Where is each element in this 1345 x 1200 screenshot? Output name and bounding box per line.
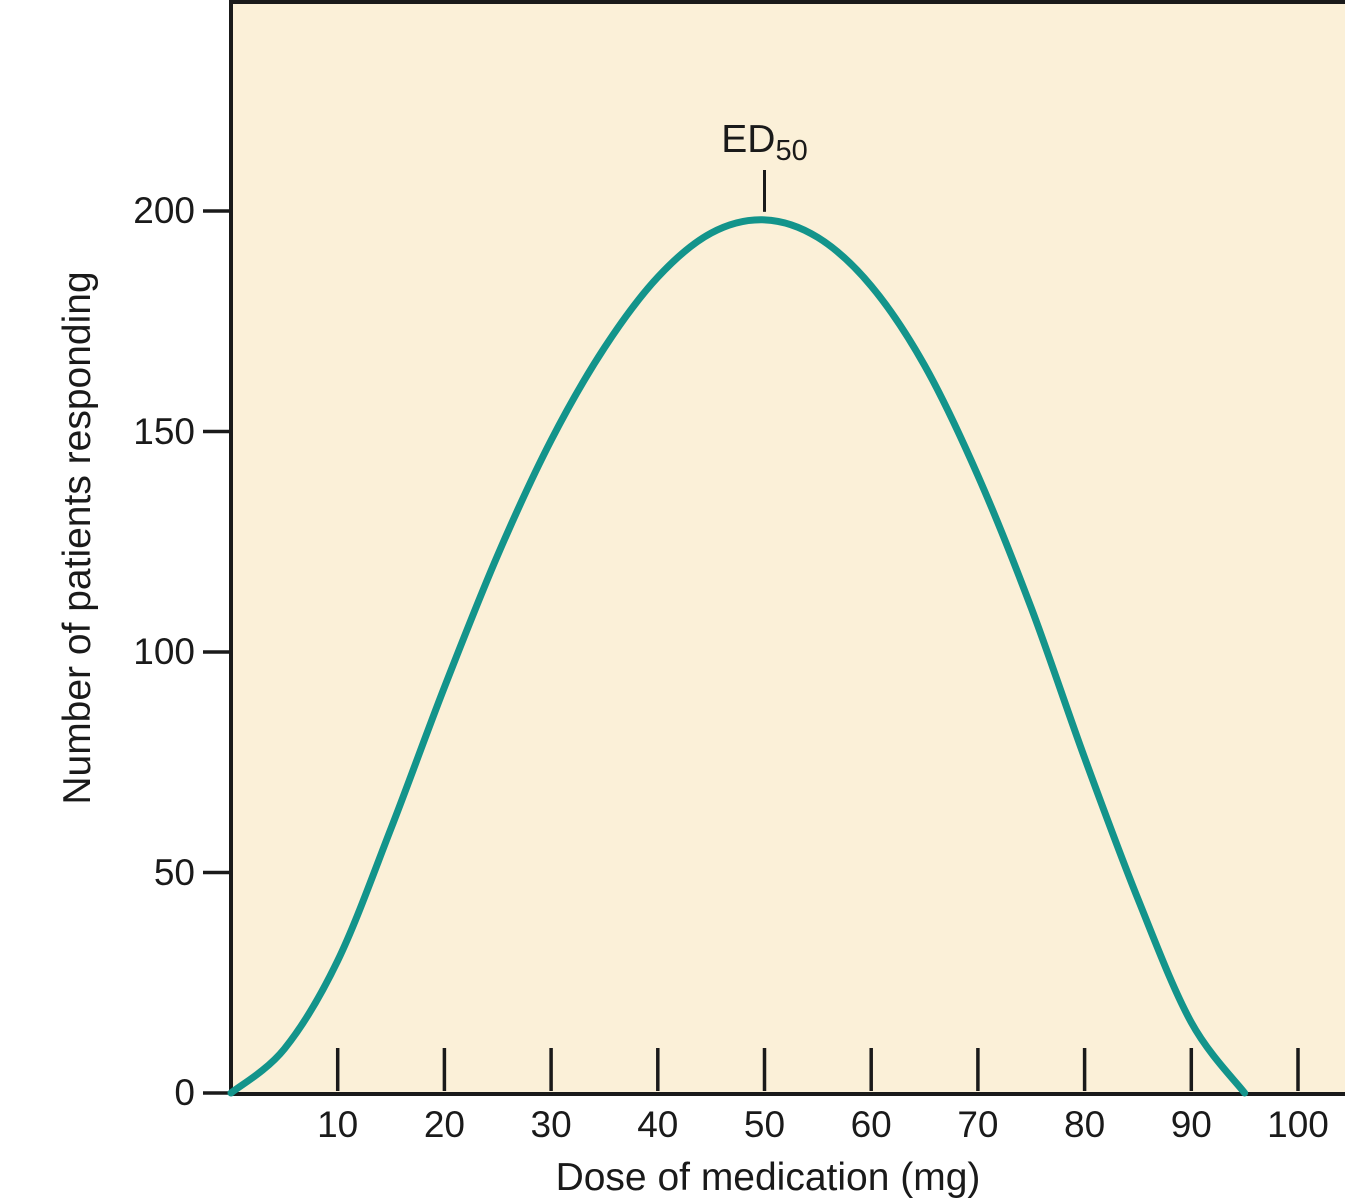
- x-tick-label: 60: [850, 1104, 892, 1145]
- y-tick-label: 100: [133, 631, 195, 672]
- x-tick-label: 10: [317, 1104, 359, 1145]
- x-axis-title: Dose of medication (mg): [555, 1156, 981, 1199]
- x-tick-label: 70: [957, 1104, 999, 1145]
- x-tick-label: 40: [637, 1104, 679, 1145]
- y-axis-ticks: [203, 209, 231, 1095]
- y-tick-label: 0: [174, 1072, 195, 1113]
- y-tick-label: 200: [133, 190, 195, 231]
- x-tick-label: 30: [530, 1104, 572, 1145]
- y-tick-label: 150: [133, 410, 195, 452]
- ed50-annotation: ED50: [721, 118, 807, 168]
- x-tick-label: 20: [423, 1104, 465, 1145]
- y-tick-label: 50: [153, 851, 195, 893]
- y-axis-title: Number of patients responding: [56, 271, 99, 805]
- x-tick-label: 50: [743, 1104, 786, 1145]
- x-tick-label: 90: [1170, 1104, 1212, 1145]
- x-tick-label: 80: [1064, 1104, 1106, 1145]
- x-tick-label: 100: [1267, 1104, 1329, 1145]
- ed50-label: ED: [721, 118, 776, 161]
- ed50-subscript: 50: [775, 135, 808, 167]
